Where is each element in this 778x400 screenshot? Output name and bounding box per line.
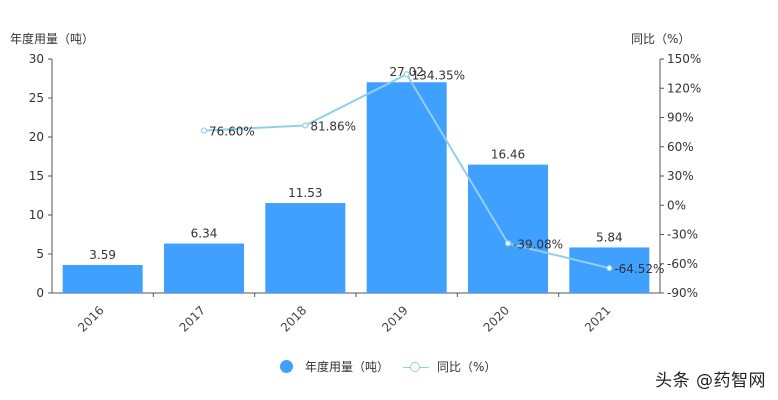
bar-value-label: 6.34 xyxy=(191,227,218,241)
legend-item-annual-usage[interactable]: 年度用量（吨） xyxy=(280,358,389,375)
right-axis-tick-label: 150% xyxy=(667,52,701,66)
right-axis-title: 同比（%） xyxy=(631,32,691,46)
x-axis-category-label: 2020 xyxy=(481,303,512,334)
left-axis-tick-label: 25 xyxy=(29,91,44,105)
yoy-point xyxy=(606,265,613,272)
x-axis-category-label: 2019 xyxy=(379,303,410,334)
bar-value-label: 11.53 xyxy=(288,186,322,200)
left-axis-tick-label: 0 xyxy=(36,286,44,300)
x-axis-category-label: 2016 xyxy=(75,303,106,334)
bar xyxy=(366,82,447,293)
legend-item-yoy[interactable]: 同比（%） xyxy=(403,358,496,375)
left-axis-tick-label: 5 xyxy=(36,247,44,261)
right-axis-tick-label: 90% xyxy=(667,111,694,125)
yoy-value-label: -39.08% xyxy=(513,237,563,251)
left-axis-tick-label: 20 xyxy=(29,130,44,144)
yoy-value-label: 76.60% xyxy=(209,125,255,139)
right-axis-tick-label: -30% xyxy=(667,228,698,242)
right-axis-tick-label: -60% xyxy=(667,257,698,271)
yoy-point xyxy=(504,240,512,247)
right-axis-tick-label: -90% xyxy=(667,286,698,300)
x-axis-category-label: 2018 xyxy=(278,303,309,334)
watermark: 头条 @药智网 xyxy=(655,371,766,391)
bar-value-label: 16.46 xyxy=(491,148,525,162)
bar xyxy=(265,203,346,293)
right-axis-tick-label: 0% xyxy=(667,198,686,212)
legend-label: 同比（%） xyxy=(437,360,497,374)
left-axis-tick-label: 15 xyxy=(29,169,44,183)
yoy-value-label: 81.86% xyxy=(310,119,356,133)
right-axis-tick-label: 30% xyxy=(667,169,694,183)
bar xyxy=(62,264,143,293)
right-axis-tick-label: 120% xyxy=(667,81,701,95)
bar-value-label: 3.59 xyxy=(89,248,116,262)
yoy-value-label: 134.35% xyxy=(412,68,465,82)
line-marker-icon xyxy=(403,361,430,373)
left-axis-tick-label: 30 xyxy=(29,52,44,66)
left-axis-tick-label: 10 xyxy=(29,208,44,222)
left-axis-title: 年度用量（吨） xyxy=(10,32,95,46)
legend: 年度用量（吨） 同比（%） xyxy=(280,358,510,375)
legend-label: 年度用量（吨） xyxy=(305,360,390,374)
yoy-value-label: -64.52% xyxy=(614,262,664,276)
right-axis-tick-label: 60% xyxy=(667,140,694,154)
bar xyxy=(468,164,548,293)
circle-marker-icon xyxy=(280,360,293,373)
bar-value-label: 5.84 xyxy=(596,230,623,244)
x-axis-category-label: 2017 xyxy=(177,303,208,334)
yoy-point xyxy=(302,122,309,129)
x-axis-category-label: 2021 xyxy=(582,303,613,334)
bar xyxy=(164,243,244,293)
yoy-point xyxy=(403,71,410,78)
yoy-point xyxy=(200,127,208,134)
